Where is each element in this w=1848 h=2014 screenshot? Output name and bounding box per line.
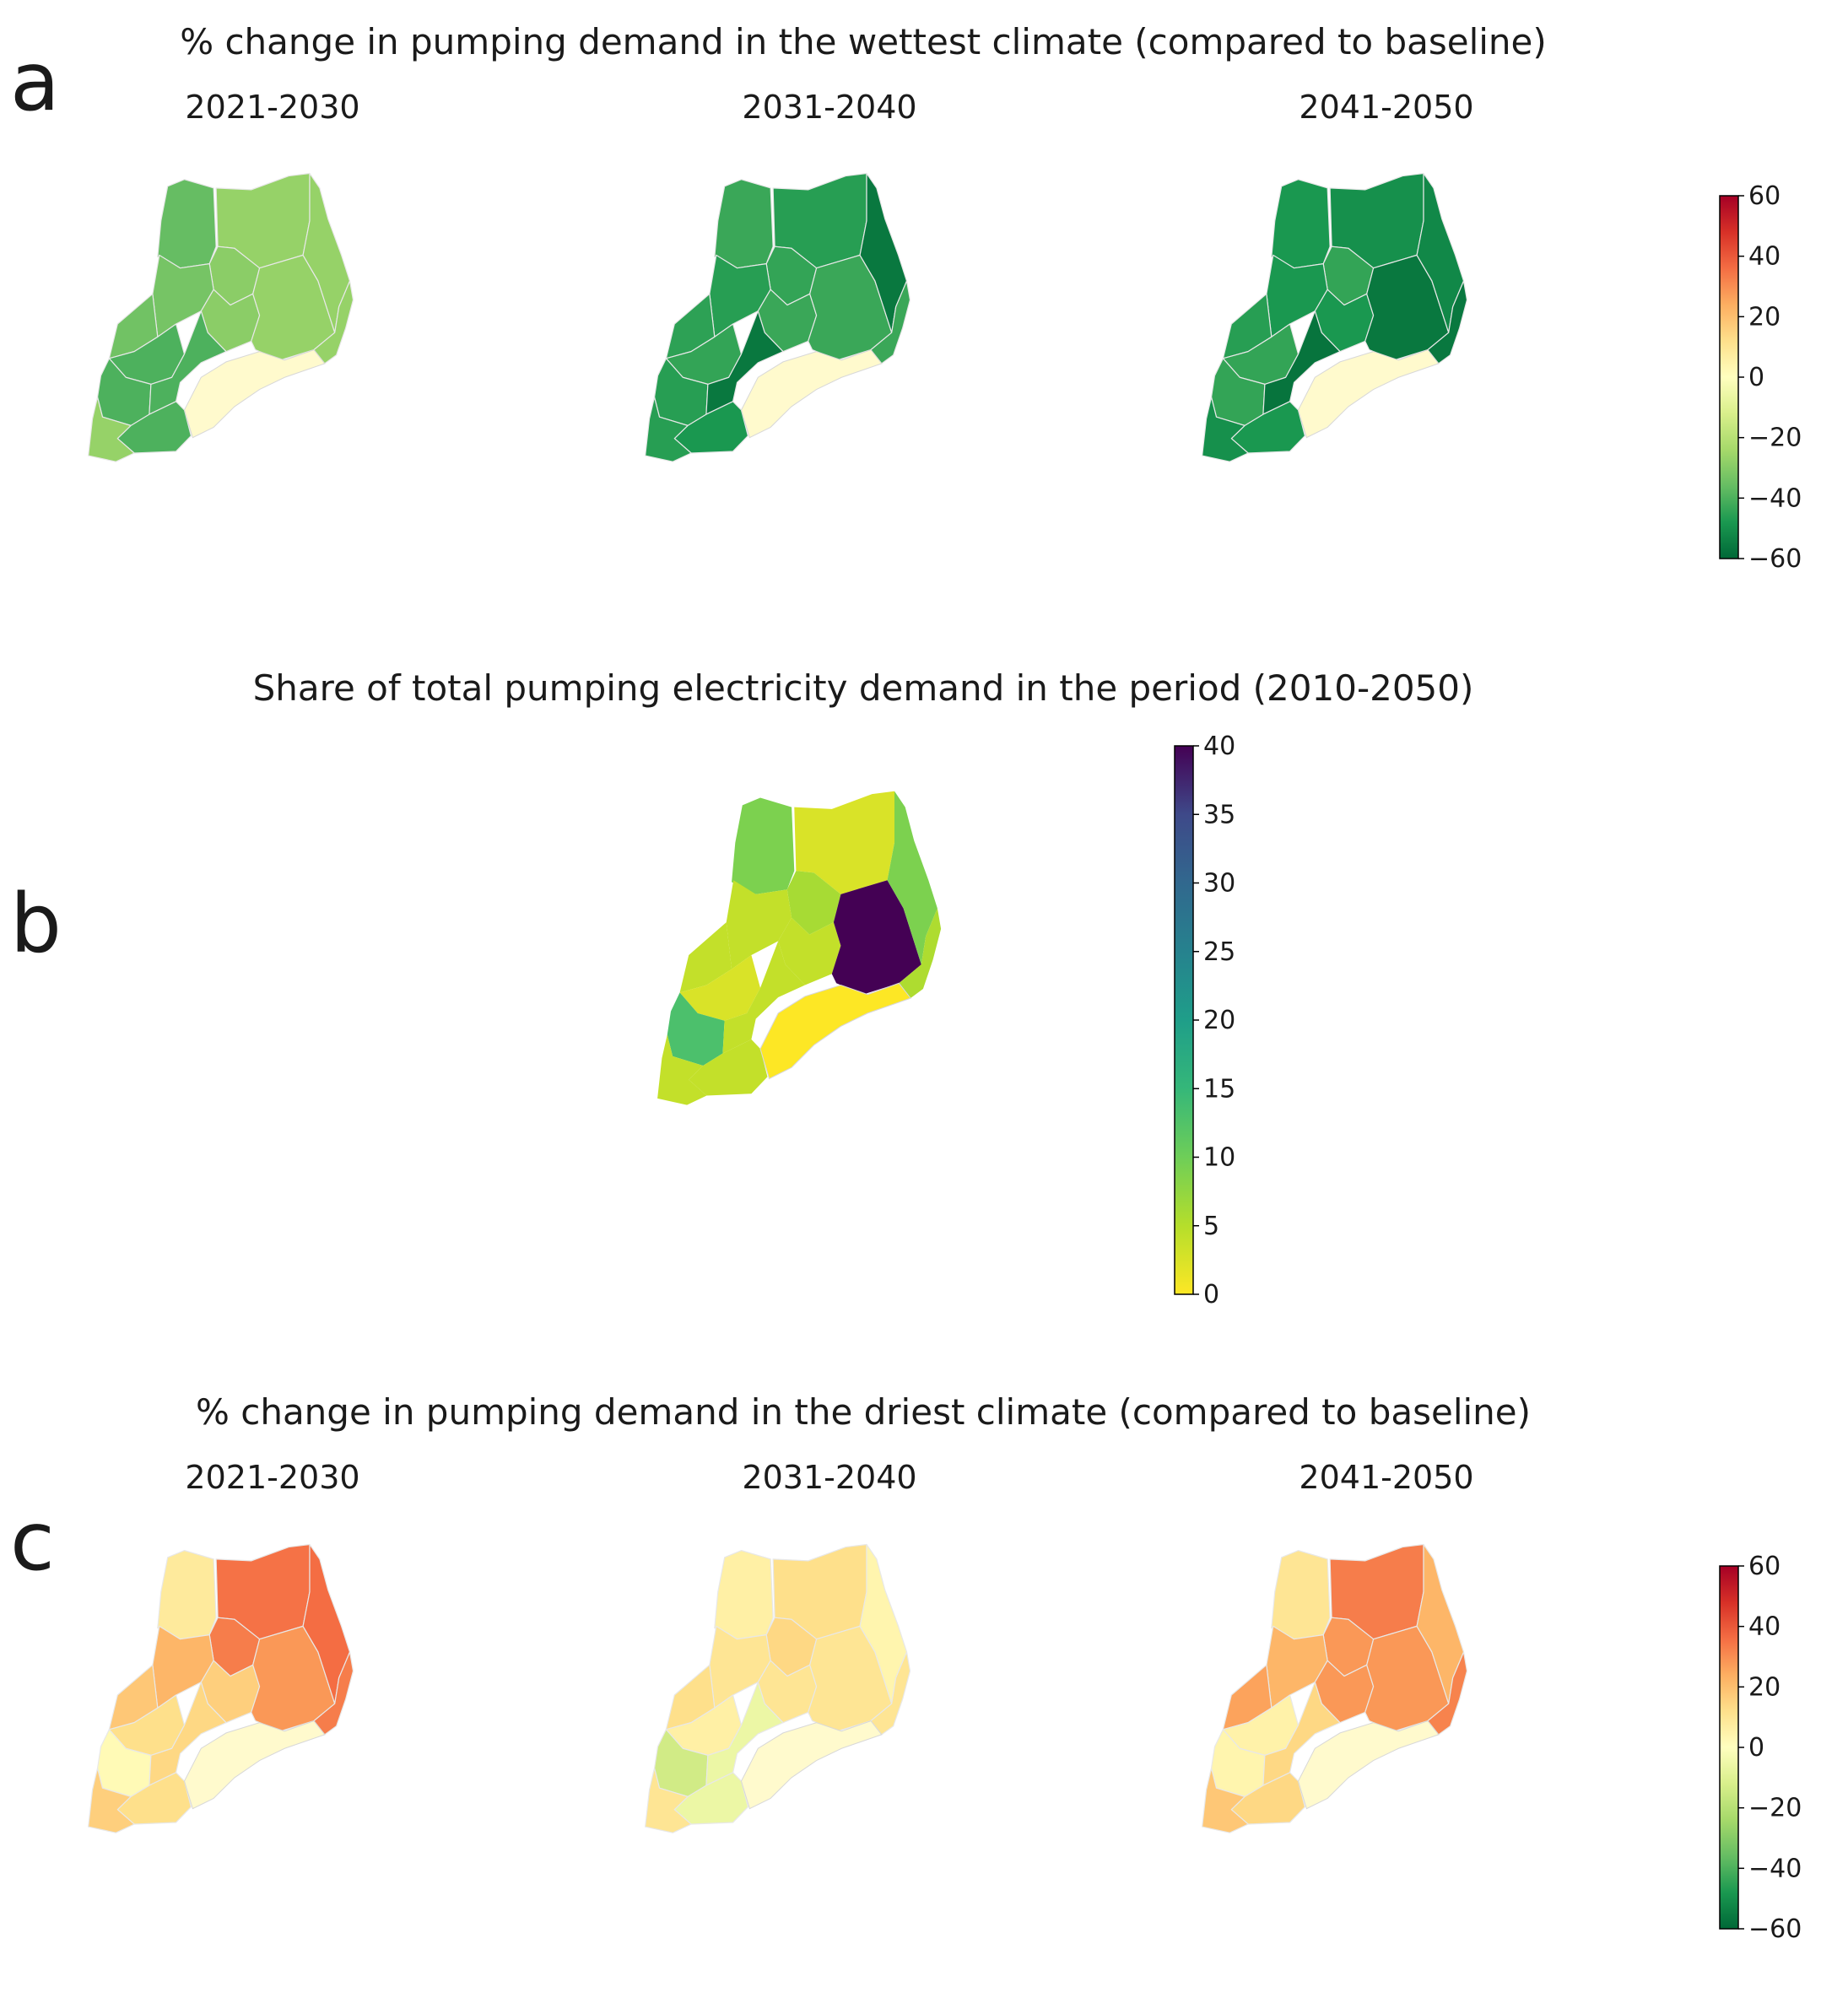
colorbar-tick-label: 25 <box>1203 937 1235 967</box>
region-9 <box>302 172 351 333</box>
region-11 <box>667 992 725 1066</box>
panel-label-b: b <box>10 877 62 971</box>
region-1 <box>157 1550 217 1640</box>
panel-a-subtitle-3: 2041-2050 <box>1299 89 1473 126</box>
colorbar-tick-label: −20 <box>1748 1794 1802 1823</box>
region-2 <box>794 791 894 894</box>
region-14 <box>645 397 692 462</box>
lake-shoreline <box>1297 349 1440 439</box>
region-1 <box>732 797 795 894</box>
region-1 <box>714 1550 774 1640</box>
colorbar-tick-label: 40 <box>1748 242 1780 272</box>
colorbar-tick-label: 60 <box>1748 1552 1780 1581</box>
panel-a-title: % change in pumping demand in the wettes… <box>180 21 1547 62</box>
region-1 <box>714 179 774 269</box>
colorbar-tick-label: 0 <box>1748 1733 1764 1763</box>
colorbar-gradient <box>1719 1565 1739 1930</box>
colorbar-tick-label: 20 <box>1748 302 1780 332</box>
region-10 <box>870 1651 911 1736</box>
region-9 <box>859 1543 908 1704</box>
region-14 <box>657 1034 707 1105</box>
map-c-1 <box>88 1543 354 1833</box>
region-9 <box>1416 172 1465 333</box>
colorbar-tick-label: 0 <box>1748 363 1764 392</box>
region-14 <box>1202 397 1249 462</box>
region-10 <box>1427 1651 1468 1736</box>
region-4 <box>726 880 792 969</box>
panel-a-subtitle-2: 2031-2040 <box>742 89 916 126</box>
panel-b-title: Share of total pumping electricity deman… <box>253 667 1474 709</box>
region-6 <box>831 880 921 995</box>
colorbar-tick-label: −40 <box>1748 483 1802 513</box>
colorbar-tick-label: −60 <box>1748 544 1802 574</box>
region-7 <box>679 922 732 993</box>
map-b <box>657 791 942 1105</box>
map-a-2 <box>645 172 911 462</box>
panel-a-subtitle-1: 2021-2030 <box>185 89 359 126</box>
panel-label-c: c <box>10 1494 55 1589</box>
colorbar-tick-label: 20 <box>1748 1672 1780 1702</box>
colorbar-tick-label: −20 <box>1748 424 1802 453</box>
region-3 <box>786 871 841 935</box>
colorbar-tick-label: 15 <box>1203 1074 1235 1104</box>
colorbar-tick-label: 30 <box>1203 869 1235 899</box>
panel-label-a: a <box>10 35 60 129</box>
colorbar-tick-label: 40 <box>1748 1612 1780 1642</box>
region-14 <box>1202 1768 1249 1833</box>
colorbar-tick-label: −40 <box>1748 1854 1802 1883</box>
region-1 <box>1271 179 1331 269</box>
map-c-3 <box>1202 1543 1468 1833</box>
colorbar-tick-label: 5 <box>1203 1212 1219 1241</box>
region-8 <box>679 955 760 1021</box>
colorbar-gradient <box>1719 195 1739 559</box>
lake-shoreline <box>740 1720 883 1810</box>
region-14 <box>88 1768 135 1833</box>
region-14 <box>88 397 135 462</box>
colorbar-tick-label: 20 <box>1203 1006 1235 1035</box>
panel-c-subtitle-2: 2031-2040 <box>742 1459 916 1496</box>
colorbar-tick-label: 60 <box>1748 181 1780 211</box>
region-14 <box>645 1768 692 1833</box>
colorbar-tick-label: 10 <box>1203 1143 1235 1173</box>
lake-shoreline <box>740 349 883 439</box>
region-13 <box>689 1039 768 1096</box>
lake-shoreline <box>183 349 326 439</box>
map-a-3 <box>1202 172 1468 462</box>
colorbar-tick-label: 0 <box>1203 1280 1219 1309</box>
colorbar-tick-label: 40 <box>1203 732 1235 761</box>
region-9 <box>887 791 938 965</box>
panel-c-title: % change in pumping demand in the driest… <box>196 1391 1531 1433</box>
map-a-1 <box>88 172 354 462</box>
panel-b: b Share of total pumping electricity dem… <box>10 667 1473 1309</box>
colorbar-a: 60 40 20 0 −20 −40 −60 <box>1719 181 1802 574</box>
region-9 <box>859 172 908 333</box>
colorbar-tick-label: −60 <box>1748 1914 1802 1944</box>
panel-c: c % change in pumping demand in the drie… <box>10 1391 1802 1944</box>
panel-c-subtitle-3: 2041-2050 <box>1299 1459 1473 1496</box>
lake-shoreline <box>759 982 911 1080</box>
lake-shoreline <box>1297 1720 1440 1810</box>
colorbar-c: 60 40 20 0 −20 −40 −60 <box>1719 1552 1802 1944</box>
panel-c-subtitle-1: 2021-2030 <box>185 1459 359 1496</box>
region-1 <box>1271 1550 1331 1640</box>
colorbar-tick-label: 35 <box>1203 800 1235 829</box>
map-c-2 <box>645 1543 911 1833</box>
region-10 <box>313 1651 354 1736</box>
region-10 <box>870 280 911 364</box>
region-9 <box>302 1543 351 1704</box>
colorbar-b: 40 35 30 25 20 15 10 5 0 <box>1174 732 1235 1309</box>
region-10 <box>899 908 942 999</box>
lake-shoreline <box>183 1720 326 1810</box>
region-9 <box>1416 1543 1465 1704</box>
colorbar-gradient <box>1174 745 1194 1295</box>
region-1 <box>157 179 217 269</box>
region-12 <box>722 941 805 1054</box>
panel-a: a % change in pumping demand in the wett… <box>10 21 1802 574</box>
region-5 <box>778 917 841 985</box>
region-10 <box>313 280 354 364</box>
region-10 <box>1427 280 1468 364</box>
